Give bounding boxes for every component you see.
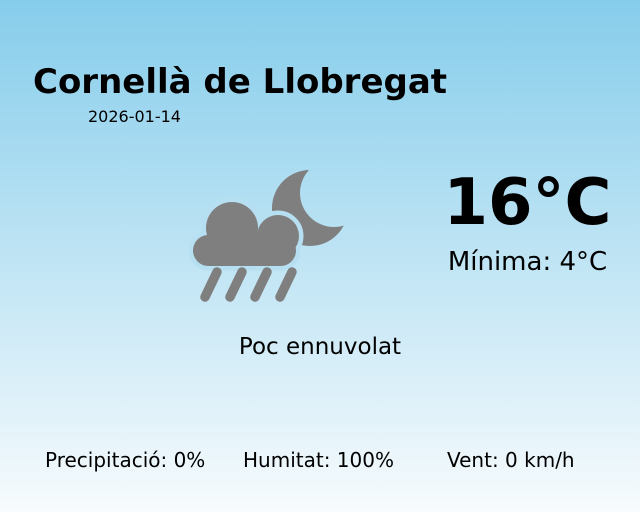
condition-text: Poc ennuvolat [238, 334, 402, 360]
current-temperature: 16°C [443, 166, 612, 240]
minimum-temperature: Mínima: 4°C [447, 247, 608, 277]
rain-streaks-icon [200, 267, 297, 302]
forecast-date: 2026-01-14 [88, 107, 181, 126]
precipitation-metric: Precipitació: 0% [45, 448, 206, 472]
wind-metric: Vent: 0 km/h [447, 448, 575, 472]
cloud-icon [193, 202, 299, 266]
location-title: Cornellà de Llobregat [33, 62, 448, 102]
humidity-metric: Humitat: 100% [243, 448, 394, 472]
cloud-moon-rain-icon [188, 170, 348, 302]
temperature-column: 16°C Mínima: 4°C [415, 0, 640, 300]
